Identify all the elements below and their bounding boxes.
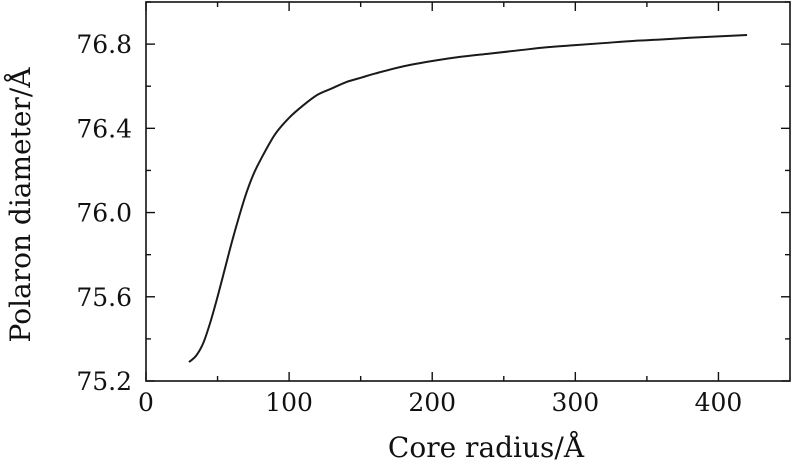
x-tick-label: 100 — [265, 388, 313, 417]
y-axis-label: Polaron diameter/Å — [4, 67, 37, 343]
x-tick-label: 300 — [551, 388, 599, 417]
axis-ticks — [145, 1, 790, 382]
y-tick-label: 76.4 — [76, 114, 132, 143]
plot-frame — [145, 1, 791, 382]
y-tick-label: 75.6 — [76, 283, 132, 312]
axis-tick-labels: 0 100 200 300 400 75.2 75.6 76.0 76.4 76.8 — [76, 30, 742, 417]
y-tick-label: 75.2 — [76, 367, 132, 396]
x-axis-label: Core radius/Å — [388, 431, 585, 464]
series-line — [188, 34, 748, 363]
y-tick-label: 76.0 — [76, 199, 132, 228]
x-tick-label: 200 — [408, 388, 456, 417]
y-tick-label: 76.8 — [76, 30, 132, 59]
x-tick-label: 0 — [138, 388, 154, 417]
x-tick-label: 400 — [695, 388, 743, 417]
